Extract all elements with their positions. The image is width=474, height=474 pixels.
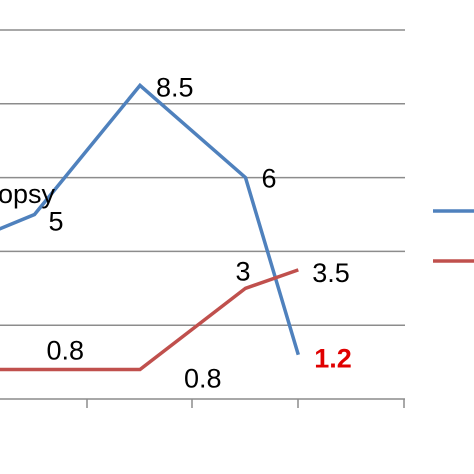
data-label: 8.5 — [156, 72, 194, 102]
data-label: 0.8 — [184, 363, 222, 393]
data-label: 0.8 — [47, 335, 85, 365]
gridlines — [0, 29, 405, 326]
data-label: 3.5 — [312, 258, 350, 288]
data-label: 5 — [49, 207, 64, 237]
data-label: 1.2 — [314, 344, 352, 374]
chart-annotation: opsy — [0, 179, 56, 209]
legend — [433, 209, 474, 263]
x-axis — [0, 398, 405, 408]
series-line-2 — [0, 268, 299, 372]
data-label: 6 — [262, 164, 277, 194]
data-labels: 5 8.5 6 1.2 0.8 0.8 3 3.5 — [47, 72, 352, 393]
series-line-1 — [0, 82, 300, 356]
data-label: 3 — [236, 256, 251, 286]
series-lines — [0, 82, 300, 372]
